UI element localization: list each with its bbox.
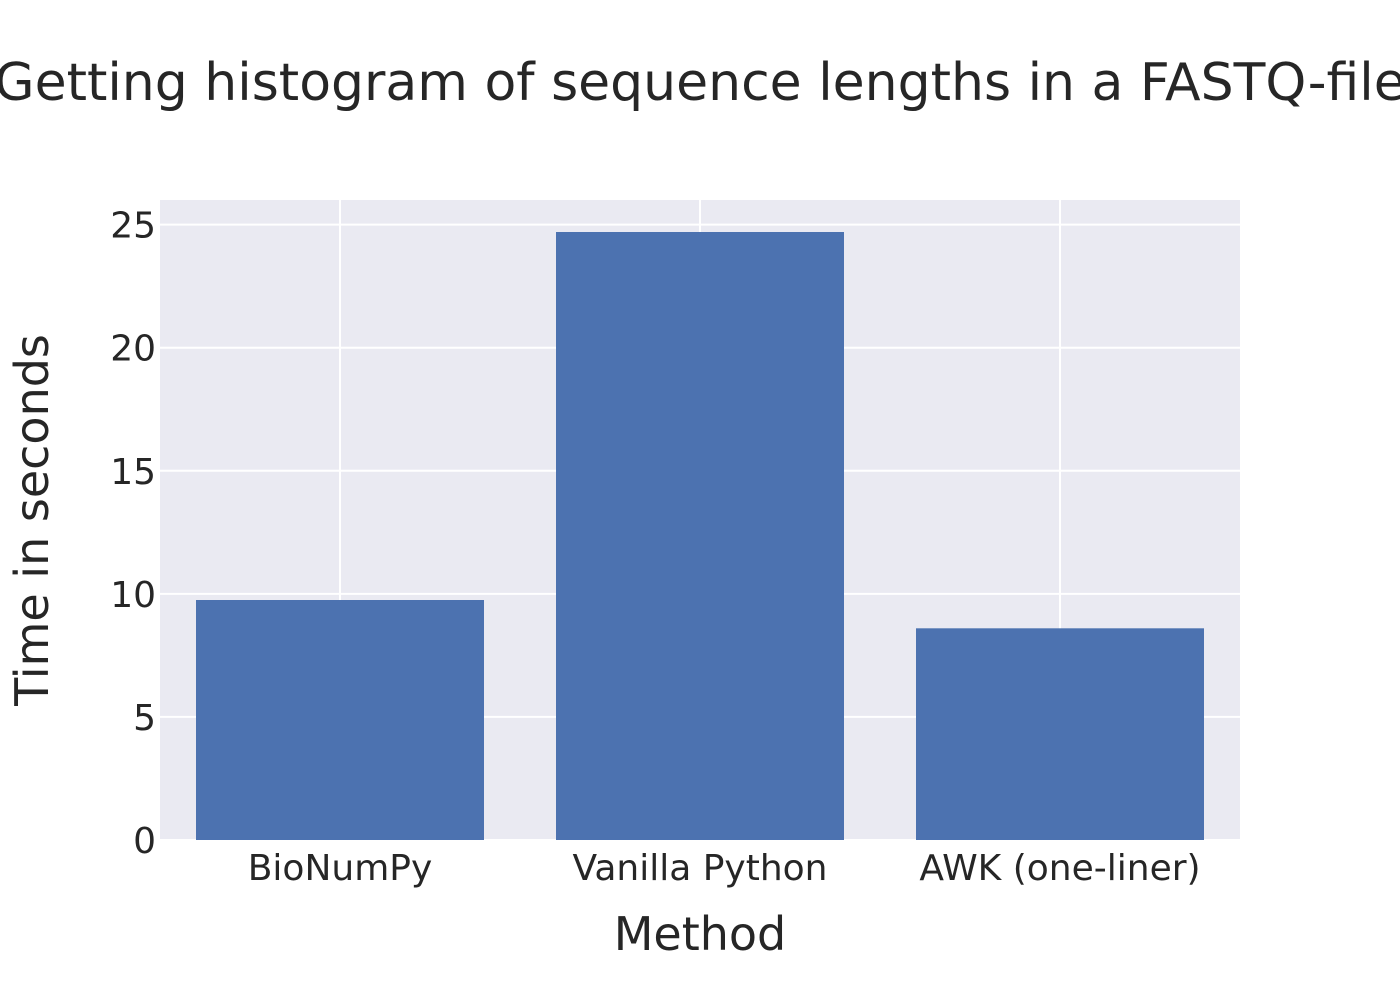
bar-bionumpy xyxy=(196,600,484,840)
chart-title: Getting histogram of sequence lengths in… xyxy=(0,53,1400,113)
bars xyxy=(196,232,1204,840)
x-axis-label: Method xyxy=(614,907,787,961)
y-tick-label: 15 xyxy=(110,452,156,493)
bar-vanilla-python xyxy=(556,232,844,840)
y-axis-ticks: 0 5 10 15 20 25 xyxy=(110,206,156,862)
y-tick-label: 0 xyxy=(133,821,156,862)
x-tick-label: BioNumPy xyxy=(248,848,433,889)
y-tick-label: 20 xyxy=(110,329,156,370)
y-axis-label: Time in seconds xyxy=(5,334,59,707)
x-axis-ticks: BioNumPy Vanilla Python AWK (one-liner) xyxy=(248,848,1201,889)
y-tick-label: 25 xyxy=(110,206,156,247)
y-tick-label: 5 xyxy=(133,698,156,739)
x-tick-label: AWK (one-liner) xyxy=(919,848,1200,889)
bar-awk-one-liner xyxy=(916,628,1204,840)
y-tick-label: 10 xyxy=(110,575,156,616)
x-tick-label: Vanilla Python xyxy=(572,848,827,889)
